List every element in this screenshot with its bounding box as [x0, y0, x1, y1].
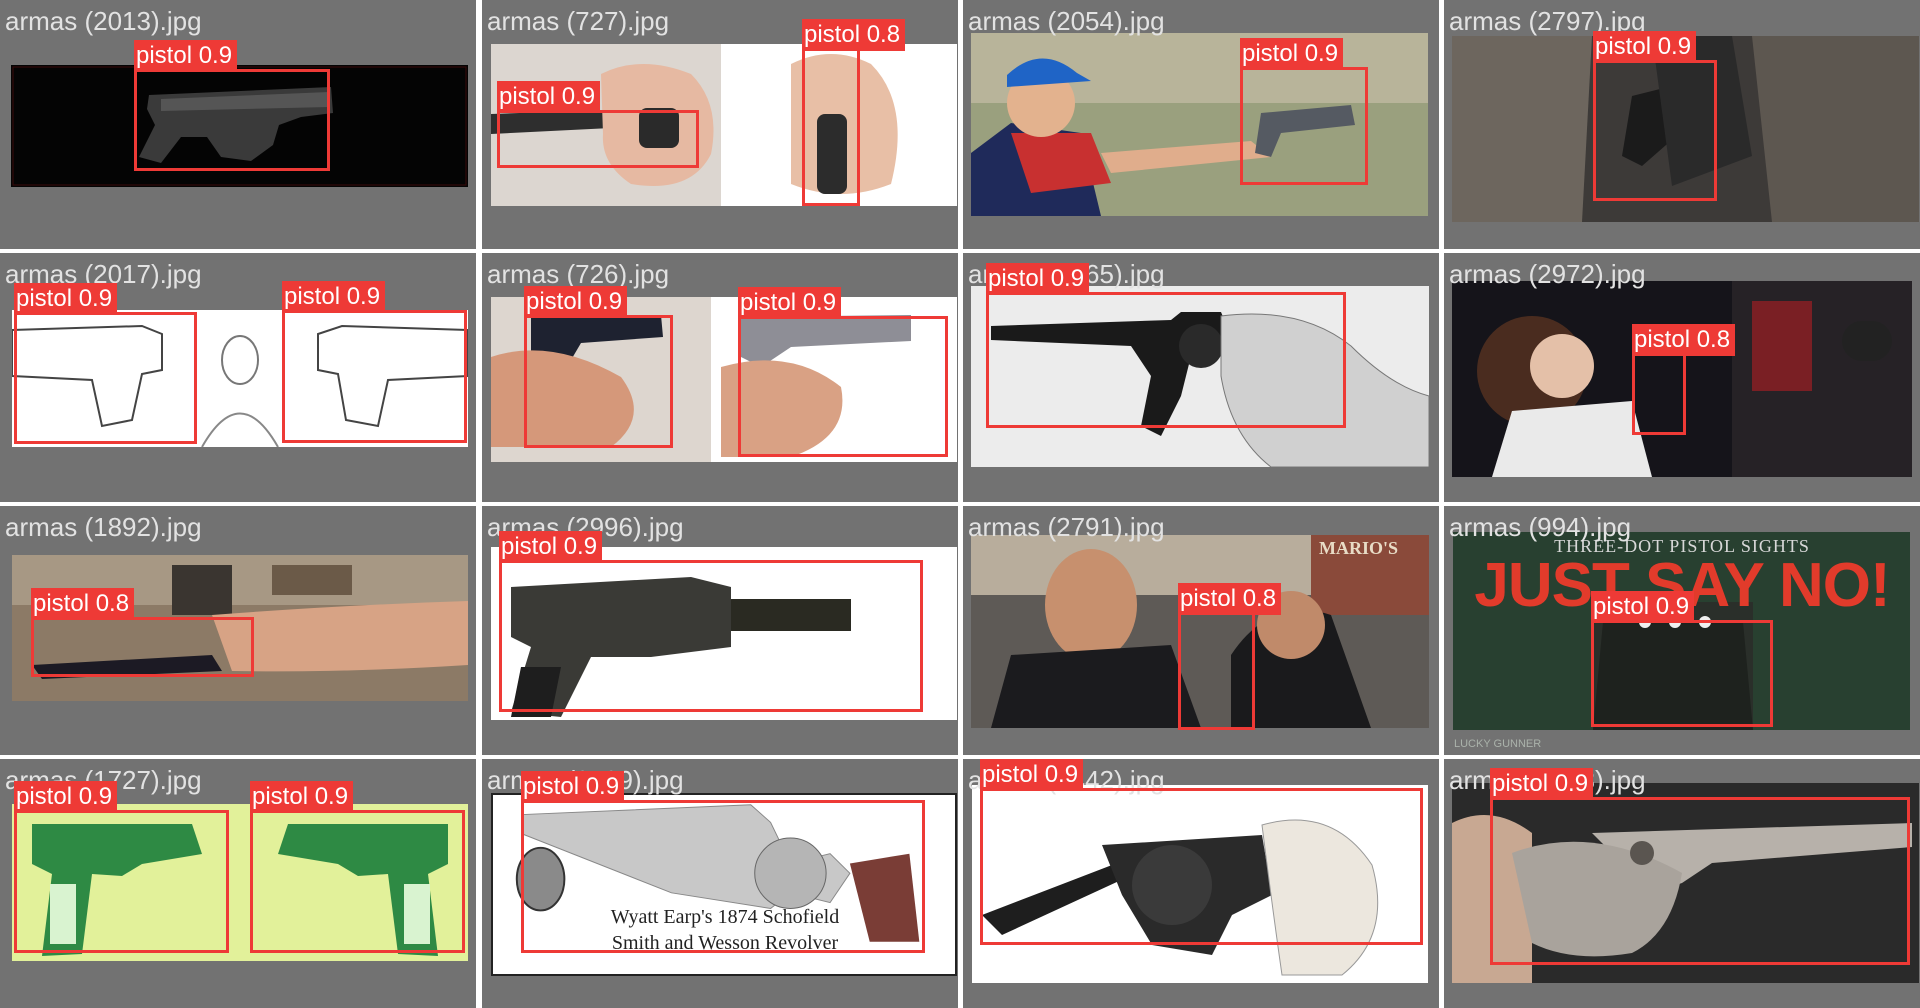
- detection-label: pistol 0.9: [282, 281, 386, 313]
- image-filename: armas (1892).jpg: [5, 512, 202, 542]
- detection-label: pistol 0.9: [524, 286, 628, 318]
- detection-box[interactable]: pistol 0.9: [986, 263, 1346, 428]
- result-tile[interactable]: armas (1892).jpg pistol 0.8: [0, 506, 476, 755]
- detection-box[interactable]: pistol 0.9: [1593, 31, 1717, 201]
- detection-box[interactable]: pistol 0.9: [282, 281, 467, 443]
- result-tile[interactable]: armas (994).jpg THREE-DOT PISTOL SIGHTS …: [1444, 506, 1920, 755]
- detection-box[interactable]: pistol 0.9: [521, 771, 925, 953]
- detection-box[interactable]: pistol 0.8: [1178, 583, 1282, 730]
- detection-box[interactable]: pistol 0.9: [14, 283, 197, 444]
- thumbnail-image: [971, 286, 1429, 467]
- detection-box[interactable]: pistol 0.8: [1632, 324, 1736, 435]
- detection-label: pistol 0.9: [986, 263, 1090, 295]
- banner-subtitle: THREE-DOT PISTOL SIGHTS: [1554, 536, 1810, 556]
- detection-box[interactable]: pistol 0.9: [14, 781, 229, 953]
- image-filename: armas (727).jpg: [487, 6, 670, 36]
- detection-box[interactable]: pistol 0.9: [524, 286, 673, 448]
- image-filename: armas (2791).jpg: [968, 512, 1165, 542]
- detection-label: pistol 0.9: [14, 781, 118, 813]
- thumbnail-image: [491, 297, 957, 462]
- detection-label: pistol 0.9: [1591, 591, 1695, 623]
- result-tile[interactable]: armas (2013).jpg pistol 0.9: [0, 0, 476, 249]
- result-tile[interactable]: armas (2017).jpg pistol 0.9 pistol 0.9: [0, 253, 476, 502]
- result-tile[interactable]: armas (1727).jpg pistol 0.9 pistol 0.9: [0, 759, 476, 1008]
- detection-label: pistol 0.9: [1240, 38, 1344, 70]
- result-tile[interactable]: armas (2633).jpg pistol 0.9: [1444, 759, 1920, 1008]
- detection-label: pistol 0.9: [499, 531, 603, 563]
- result-tile[interactable]: armas (2265).jpg pistol 0.9: [963, 253, 1439, 502]
- result-tile[interactable]: armas (727).jpg pistol 0.9 pistol 0.8: [482, 0, 958, 249]
- result-tile[interactable]: armas (2589).jpg Wyatt Earp's 1874 Schof…: [482, 759, 958, 1008]
- image-filename: armas (2054).jpg: [968, 6, 1165, 36]
- result-tile[interactable]: armas (2797).jpg pistol 0.9: [1444, 0, 1920, 249]
- detection-label: pistol 0.9: [14, 283, 118, 315]
- detection-box[interactable]: pistol 0.9: [738, 287, 948, 457]
- result-tile[interactable]: armas (2972).jpg pistol 0.8: [1444, 253, 1920, 502]
- detection-label: pistol 0.9: [1490, 768, 1594, 800]
- detection-label: pistol 0.9: [497, 81, 601, 113]
- thumbnail-image: [1452, 783, 1919, 983]
- detection-box[interactable]: pistol 0.9: [497, 81, 699, 168]
- image-filename: armas (2013).jpg: [5, 6, 202, 36]
- detection-box[interactable]: pistol 0.8: [802, 19, 906, 206]
- detection-label: pistol 0.9: [980, 759, 1084, 791]
- result-tile[interactable]: armas (2054).jpg pistol 0.9: [963, 0, 1439, 249]
- detection-box[interactable]: pistol 0.9: [1240, 38, 1368, 185]
- result-tile[interactable]: armas (2791).jpg MARIO'S pistol 0.8: [963, 506, 1439, 755]
- detection-label: pistol 0.9: [1593, 31, 1697, 63]
- detection-label: pistol 0.9: [250, 781, 354, 813]
- thumbnail-image: [12, 804, 468, 961]
- image-filename: armas (726).jpg: [487, 259, 670, 289]
- detection-label: pistol 0.9: [134, 40, 238, 72]
- detection-label: pistol 0.9: [521, 771, 625, 803]
- thumbnail-image: [11, 65, 468, 187]
- detection-box[interactable]: pistol 0.9: [250, 781, 465, 953]
- detection-box[interactable]: pistol 0.8: [31, 588, 254, 677]
- thumbnail-image: [1452, 36, 1919, 222]
- thumbnail-image: [1453, 532, 1910, 730]
- thumbnail-image: [1452, 281, 1912, 477]
- result-tile[interactable]: armas (2996).jpg pistol 0.9: [482, 506, 958, 755]
- thumbnail-image: [972, 785, 1428, 983]
- detection-label: pistol 0.8: [1178, 583, 1282, 615]
- thumbnail-image: [491, 44, 957, 206]
- detection-box[interactable]: pistol 0.9: [499, 531, 923, 712]
- detection-label: pistol 0.8: [1632, 324, 1736, 356]
- image-filename: armas (994).jpg: [1449, 512, 1632, 542]
- storefront-sign: MARIO'S: [1319, 538, 1399, 558]
- result-tile[interactable]: armas (2442).jpg pistol 0.9: [963, 759, 1439, 1008]
- thumbnail-image: [491, 793, 957, 976]
- detection-box[interactable]: pistol 0.9: [1591, 591, 1773, 727]
- thumbnail-image: [12, 310, 468, 447]
- image-filename: armas (2972).jpg: [1449, 259, 1646, 289]
- detection-label: pistol 0.9: [738, 287, 842, 319]
- detection-label: pistol 0.8: [802, 19, 906, 51]
- detection-box[interactable]: pistol 0.9: [980, 759, 1423, 945]
- watermark-text: LUCKY GUNNER: [1454, 738, 1542, 750]
- detection-box[interactable]: pistol 0.9: [1490, 768, 1910, 965]
- image-caption-line1: Wyatt Earp's 1874 Schofield: [610, 906, 840, 928]
- detection-label: pistol 0.8: [31, 588, 135, 620]
- thumbnail-image: [491, 547, 957, 720]
- result-tile[interactable]: armas (726).jpg pistol 0.9 pistol 0.9: [482, 253, 958, 502]
- detection-box[interactable]: pistol 0.9: [134, 40, 330, 171]
- image-caption-line2: Smith and Wesson Revolver: [611, 932, 839, 954]
